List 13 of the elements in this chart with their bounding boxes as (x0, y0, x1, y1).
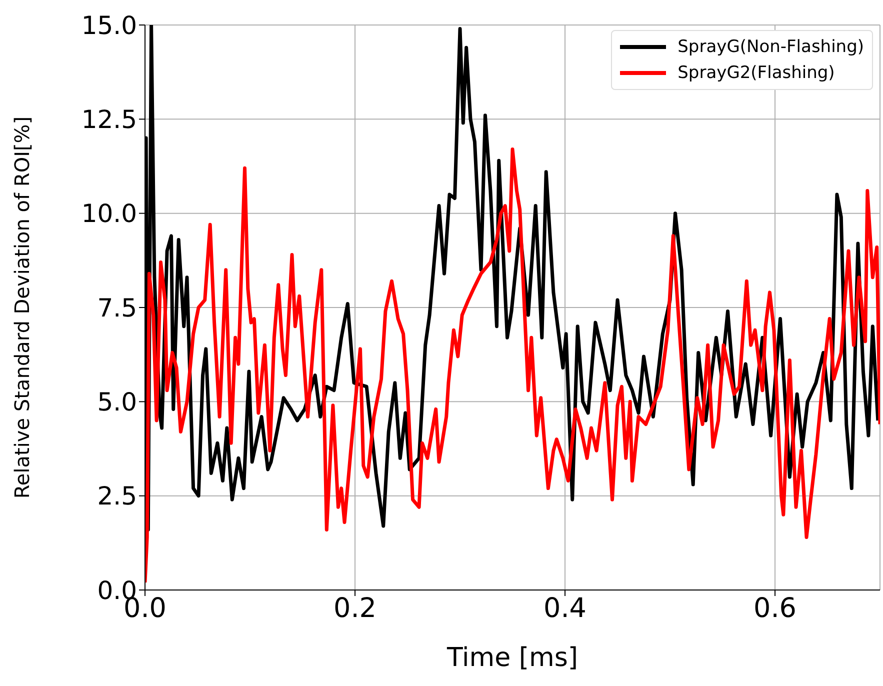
x-tick-label: 0.4 (544, 593, 586, 624)
x-tick-label: 0.2 (334, 593, 376, 624)
legend-label: SprayG(Non-Flashing) (678, 36, 864, 59)
legend-label: SprayG2(Flashing) (678, 62, 835, 85)
x-tick-label: 0.6 (754, 593, 796, 624)
y-tick-label: 12.5 (81, 105, 137, 134)
y-axis-title: Relative Standard Deviation of ROI[%] (10, 116, 34, 499)
y-tick-label: 10.0 (81, 199, 137, 228)
y-tick-label: 5.0 (97, 388, 137, 417)
y-tick-label: 7.5 (97, 293, 137, 322)
y-tick-label: 2.5 (97, 482, 137, 511)
x-axis-title: Time [ms] (446, 643, 578, 673)
y-tick-label: 15.0 (81, 10, 137, 40)
